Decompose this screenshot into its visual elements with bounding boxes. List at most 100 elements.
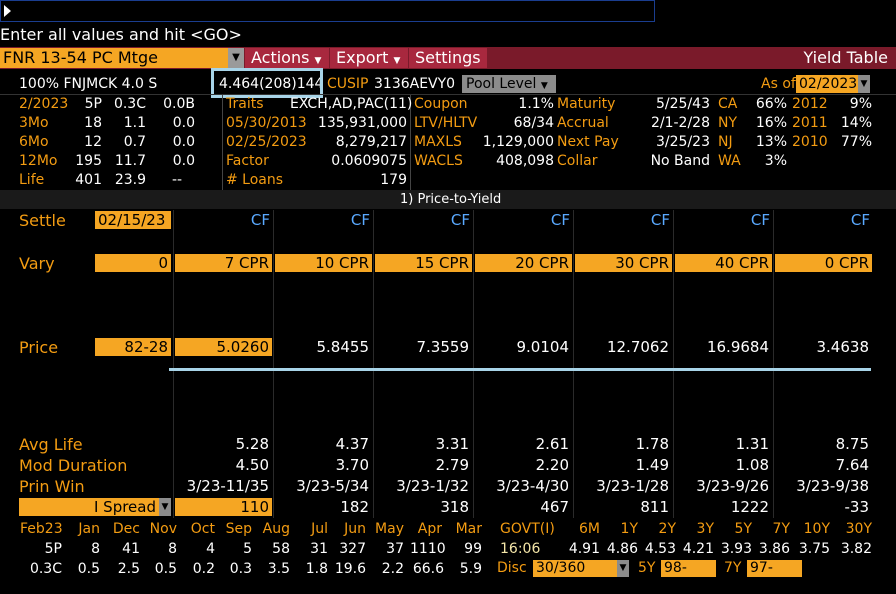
history-value: 8: [168, 541, 177, 557]
actions-menu[interactable]: Actions ▼: [245, 48, 329, 68]
prepay-label: 3Mo: [19, 115, 49, 131]
disc-dropdown-icon[interactable]: ▼: [617, 560, 629, 577]
yield-value: 3.4638: [816, 338, 870, 356]
yield-value: 9.0104: [516, 338, 570, 356]
settle-label: Settle: [19, 211, 66, 230]
deal-value: 135,931,000: [317, 115, 407, 131]
history-value: 3.5: [267, 561, 290, 577]
cf-label: CF: [250, 211, 270, 229]
deal-value: EXCH,AD,PAC(11): [290, 96, 413, 112]
month-label: Dec: [112, 521, 140, 537]
prepay-value: 1.1: [123, 115, 146, 131]
history-value: 327: [339, 541, 366, 557]
pool-level-dropdown[interactable]: Pool Level ▼: [462, 75, 556, 93]
cf-label: CF: [450, 211, 470, 229]
month-label: Nov: [149, 521, 177, 537]
vary-label: Vary: [19, 254, 55, 273]
price-label: Price: [19, 338, 59, 357]
vintage-value: 77%: [840, 134, 872, 150]
deal-value: 179: [380, 172, 407, 188]
govt-yield: 4.91: [568, 541, 600, 557]
security-field[interactable]: FNR 13-54 PC Mtge: [0, 48, 228, 68]
avg-life-value: 1.31: [735, 435, 769, 453]
spread-type-field[interactable]: I Spread: [19, 498, 159, 516]
prin-win-value: 3/23-1/28: [596, 477, 669, 495]
state-value: 3%: [764, 153, 787, 169]
price-7y-field[interactable]: 97-26+: [747, 560, 802, 593]
vintage-value: 14%: [840, 115, 872, 131]
history-value: 0.3: [229, 561, 252, 577]
history-value: 41: [122, 541, 140, 557]
history-value: 66.6: [412, 561, 444, 577]
section-bar: [0, 190, 896, 209]
vintage-label: 2012: [792, 96, 828, 112]
vary-field[interactable]: 40 CPR: [675, 254, 772, 272]
month-label: Jan: [78, 521, 100, 537]
spread-dropdown-icon[interactable]: ▼: [159, 498, 171, 516]
month-label: Feb23: [20, 521, 63, 537]
vary-field[interactable]: 7 CPR: [175, 254, 272, 272]
yield-value: 12.7062: [606, 338, 669, 356]
state-label: NJ: [718, 134, 733, 150]
vary-base-field[interactable]: 0: [95, 254, 171, 272]
price-field[interactable]: 82-28: [95, 338, 171, 356]
settings-button[interactable]: Settings: [409, 48, 487, 68]
page-title: Yield Table: [803, 48, 888, 67]
history-value: 8: [91, 541, 100, 557]
history-value: 37: [386, 541, 404, 557]
vary-field[interactable]: 10 CPR: [275, 254, 372, 272]
govt-yield: 4.53: [644, 541, 676, 557]
disc-field[interactable]: 30/360: [533, 560, 617, 577]
collat-label: WACLS: [414, 153, 463, 169]
prepay-value: 401: [75, 172, 102, 188]
dates-value: 3/25/23: [656, 134, 710, 150]
govt-yield: 3.93: [720, 541, 752, 557]
vary-field[interactable]: 15 CPR: [375, 254, 472, 272]
mod-duration-value: 3.70: [335, 456, 369, 474]
deal-label: 02/25/2023: [226, 134, 307, 150]
as-of-dropdown-icon[interactable]: ▼: [858, 75, 870, 93]
vary-field[interactable]: 20 CPR: [475, 254, 572, 272]
tab-price-to-yield[interactable]: 1) Price-to-Yield: [400, 192, 502, 207]
month-label: Sep: [225, 521, 252, 537]
cf-label: CF: [850, 211, 870, 229]
history-value: 0.2: [192, 561, 215, 577]
avg-life-value: 1.78: [635, 435, 669, 453]
prepay-value: 12: [84, 134, 102, 150]
vary-field[interactable]: 0 CPR: [775, 254, 872, 272]
history-value: 2.2: [381, 561, 404, 577]
vary-field[interactable]: 30 CPR: [575, 254, 672, 272]
as-of-label: As of: [761, 76, 796, 92]
security-dropdown-icon[interactable]: ▼: [228, 48, 244, 68]
history-value: 0.5: [77, 561, 100, 577]
as-of-field[interactable]: 02/2023: [796, 75, 858, 93]
prepay-value: 0.3C: [113, 96, 146, 112]
prepay-value: 0.0: [172, 134, 195, 150]
spread-value: 318: [440, 498, 469, 516]
yield-value[interactable]: 5.0260: [175, 338, 272, 356]
history-value: 58: [272, 541, 290, 557]
mod-duration-value: 4.50: [235, 456, 269, 474]
settle-field[interactable]: 02/15/23: [95, 211, 171, 229]
history-value: 5.9: [459, 561, 482, 577]
govt-yield: 3.75: [798, 541, 830, 557]
spread-value[interactable]: 110: [175, 498, 272, 516]
chevron-down-icon: ▼: [314, 56, 322, 66]
state-label: NY: [718, 115, 738, 131]
command-line-input[interactable]: [0, 0, 655, 22]
prin-win-value: 3/23-5/34: [296, 477, 369, 495]
prin-win-value: 3/23-11/35: [186, 477, 269, 495]
cusip-label: CUSIP: [327, 76, 369, 92]
pool-description: 100% FNJMCK 4.0 S: [19, 76, 158, 92]
cf-label: CF: [350, 211, 370, 229]
underline-annotation: [169, 368, 871, 371]
export-menu[interactable]: Export ▼: [330, 48, 408, 68]
collat-value: 68/34: [513, 115, 554, 131]
history-value: 5P: [44, 541, 62, 557]
cf-label: CF: [750, 211, 770, 229]
state-label: WA: [718, 153, 741, 169]
deal-label: Factor: [226, 153, 269, 169]
price-5y-field[interactable]: 98-01¾: [661, 560, 716, 593]
yield-value: 7.3559: [416, 338, 470, 356]
collat-value: 1.1%: [518, 96, 554, 112]
